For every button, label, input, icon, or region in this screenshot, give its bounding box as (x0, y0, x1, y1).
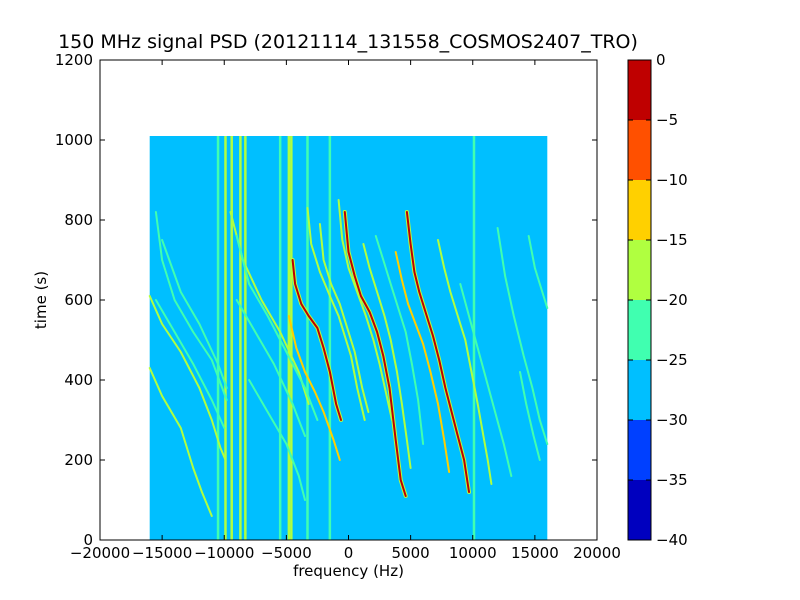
signal-track-18 (394, 251, 451, 473)
y-tick-label: 400 (64, 371, 93, 389)
heatmap-image (148, 136, 549, 540)
colorbar-tick-label: −20 (656, 291, 688, 309)
colorbar-tick-label: −35 (656, 471, 688, 489)
colorbar-band (628, 360, 651, 420)
signal-track-15 (362, 243, 412, 469)
y-tick-label: 600 (64, 291, 93, 309)
signal-track-22 (527, 235, 549, 309)
colorbar-tick-label: 0 (656, 51, 666, 69)
x-tick-label: 15000 (511, 544, 559, 562)
signal-track-2 (148, 295, 227, 461)
signal-track-6 (235, 235, 319, 421)
y-tick-label: 0 (83, 531, 93, 549)
colorbar-band (628, 120, 651, 180)
colorbar-band (628, 60, 651, 120)
x-tick-label: 20000 (573, 544, 621, 562)
colorbar-tick-label: −25 (656, 351, 688, 369)
signal-track-23 (519, 371, 541, 461)
colorbar-tick-label: −40 (656, 531, 688, 549)
plot-area: −20000 −15000 −10000 −5000 0 5000 10000 15000 20… (55, 51, 621, 562)
colorbar-band (628, 480, 651, 540)
signal-track-16 (374, 235, 425, 445)
colorbar-tick-label: −5 (656, 111, 678, 129)
x-tick-label: −20000 (70, 544, 130, 562)
signal-track-4 (154, 299, 226, 429)
x-tick-label: −5000 (261, 544, 312, 562)
y-tick-label: 800 (64, 211, 93, 229)
signal-track-13 (337, 199, 393, 421)
signal-track-7 (235, 299, 306, 437)
signal-track-19 (437, 239, 493, 485)
x-tick-label: 0 (344, 544, 354, 562)
colorbar-band (628, 180, 651, 240)
signal-track-10 (287, 315, 341, 461)
colorbar: −40 −35 −30 −25 −20 −15 −10 −5 0 (627, 51, 688, 549)
signal-track-9 (291, 259, 342, 421)
chart-title: 150 MHz signal PSD (20121114_131558_COSM… (58, 31, 638, 53)
colorbar-tick-label: −15 (656, 231, 688, 249)
signal-track-8 (248, 379, 306, 501)
x-tick-label: 10000 (449, 544, 497, 562)
x-axis: −20000 −15000 −10000 −5000 0 5000 10000 15000 20… (70, 60, 621, 562)
y-tick-label: 200 (64, 451, 93, 469)
signal-track-11 (306, 207, 366, 421)
colorbar-tick-label: −10 (656, 171, 688, 189)
signal-track-12 (318, 223, 370, 413)
y-axis: 0 200 400 600 800 1000 1200 (55, 51, 597, 549)
x-tick-label: 5000 (392, 544, 430, 562)
signal-track-20 (459, 283, 513, 477)
x-tick-label: −10000 (194, 544, 254, 562)
colorbar-band (628, 300, 651, 360)
signal-track-3 (148, 367, 213, 517)
x-tick-label: −15000 (132, 544, 192, 562)
y-tick-label: 1000 (55, 131, 93, 149)
y-tick-label: 1200 (55, 51, 93, 69)
signal-track-1 (161, 239, 228, 389)
heatmap-background (149, 136, 548, 540)
signal-track-17 (405, 211, 470, 493)
colorbar-tick-label: −30 (656, 411, 688, 429)
colorbar-ticks: −40 −35 −30 −25 −20 −15 −10 −5 0 (628, 51, 688, 549)
signal-track-21 (496, 227, 549, 445)
y-axis-label: time (s) (32, 271, 50, 329)
colorbar-band (628, 420, 651, 480)
colorbar-band (628, 240, 651, 300)
x-axis-label: frequency (Hz) (293, 562, 404, 580)
signal-track-0 (154, 211, 228, 401)
colorbar-bands (628, 60, 651, 540)
signal-track-14 (343, 211, 407, 497)
